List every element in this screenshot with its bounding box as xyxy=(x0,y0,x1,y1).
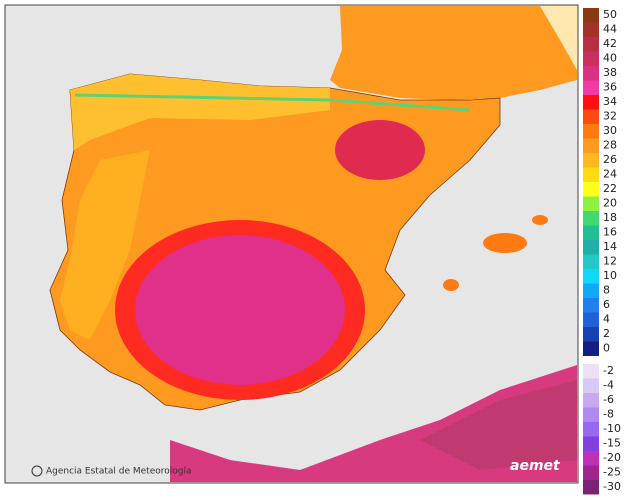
legend-label: -6 xyxy=(603,393,614,406)
legend-label: 4 xyxy=(603,313,610,326)
legend-label: 44 xyxy=(603,23,617,36)
legend-label: -30 xyxy=(603,480,621,493)
legend-swatch xyxy=(583,182,599,197)
legend-label: 18 xyxy=(603,211,617,224)
credit-icon xyxy=(31,465,43,477)
legend-label: 8 xyxy=(603,284,610,297)
france-east xyxy=(540,6,577,70)
legend-label: 40 xyxy=(603,52,617,65)
legend-swatch xyxy=(583,465,599,480)
legend-swatch xyxy=(583,8,599,23)
legend-swatch xyxy=(583,341,599,356)
legend-label: 6 xyxy=(603,298,610,311)
very-hot-zone xyxy=(135,235,345,385)
ebro-zone xyxy=(335,120,425,180)
legend-label: -20 xyxy=(603,451,621,464)
legend-label: 32 xyxy=(603,110,617,123)
legend-swatch xyxy=(583,124,599,139)
legend-label: 28 xyxy=(603,139,617,152)
legend-label: 36 xyxy=(603,81,617,94)
legend-swatch xyxy=(583,327,599,342)
legend-swatch xyxy=(583,407,599,422)
ibiza xyxy=(443,279,459,291)
legend-label: -25 xyxy=(603,466,621,479)
menorca xyxy=(532,215,548,225)
legend-label: 20 xyxy=(603,197,617,210)
atlas xyxy=(420,380,577,470)
legend-swatch xyxy=(583,298,599,313)
legend-swatch xyxy=(583,436,599,451)
north-coast xyxy=(70,74,330,150)
legend-label: -15 xyxy=(603,437,621,450)
legend-swatch xyxy=(583,254,599,269)
legend-swatch xyxy=(583,167,599,182)
legend-label: 38 xyxy=(603,66,617,79)
legend-swatch xyxy=(583,95,599,110)
logo: aemet xyxy=(510,458,561,474)
legend-label: -8 xyxy=(603,408,614,421)
mountains xyxy=(74,93,471,112)
legend-swatch xyxy=(583,451,599,466)
legend-swatch xyxy=(583,393,599,408)
legend-swatch xyxy=(583,37,599,52)
legend-swatch xyxy=(583,312,599,327)
credit: Agencia Estatal de Meteorología xyxy=(46,467,192,477)
legend-swatch xyxy=(583,153,599,168)
legend-label: 50 xyxy=(603,8,617,21)
legend-swatch xyxy=(583,378,599,393)
legend-swatch xyxy=(583,225,599,240)
legend-label: 2 xyxy=(603,327,610,340)
legend-swatch xyxy=(583,80,599,95)
legend-label: -4 xyxy=(603,379,614,392)
legend-label: -10 xyxy=(603,422,621,435)
legend: 5044424038363432302826242220181614121086… xyxy=(583,8,621,495)
mallorca xyxy=(483,233,527,253)
legend-swatch xyxy=(583,109,599,124)
legend-swatch xyxy=(583,138,599,153)
legend-label: 42 xyxy=(603,37,617,50)
legend-swatch xyxy=(583,283,599,298)
legend-label: 24 xyxy=(603,168,617,181)
legend-label: -2 xyxy=(603,364,614,377)
legend-label: 10 xyxy=(603,269,617,282)
legend-label: 12 xyxy=(603,255,617,268)
legend-label: 16 xyxy=(603,226,617,239)
legend-swatch xyxy=(583,422,599,437)
legend-swatch xyxy=(583,51,599,66)
legend-swatch xyxy=(583,480,599,495)
legend-swatch xyxy=(583,211,599,226)
legend-swatch xyxy=(583,22,599,37)
legend-swatch xyxy=(583,66,599,81)
legend-label: 34 xyxy=(603,95,617,108)
legend-label: 26 xyxy=(603,153,617,166)
portugal-band xyxy=(60,150,150,340)
legend-swatch xyxy=(583,240,599,255)
legend-swatch xyxy=(583,196,599,211)
france xyxy=(330,6,577,100)
legend-label: 0 xyxy=(603,342,610,355)
legend-label: 30 xyxy=(603,124,617,137)
legend-label: 14 xyxy=(603,240,617,253)
legend-swatch xyxy=(583,269,599,284)
legend-swatch xyxy=(583,364,599,379)
legend-label: 22 xyxy=(603,182,617,195)
